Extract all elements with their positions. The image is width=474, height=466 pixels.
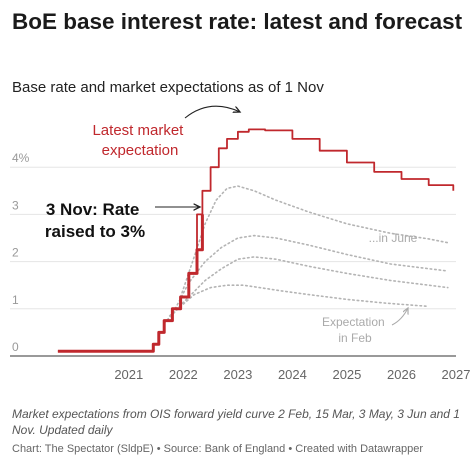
x-tick-label: 2021 <box>114 367 143 382</box>
x-tick-label: 2025 <box>332 367 361 382</box>
chart-notes: Market expectations from OIS forward yie… <box>12 407 460 437</box>
x-tick-label: 2024 <box>278 367 307 382</box>
series-line-1 <box>57 214 204 353</box>
annotation-rate-raise: 3 Nov: Rate raised to 3% <box>45 200 145 241</box>
chart-subtitle: Base rate and market expectations as of … <box>12 79 324 96</box>
series-line-2 <box>179 185 449 298</box>
x-tick-label: 2027 <box>442 367 471 382</box>
x-tick-label: 2026 <box>387 367 416 382</box>
annotation-feb: Expectation in Feb <box>322 315 388 345</box>
arrow-feb <box>391 308 408 326</box>
chart-credit: Chart: The Spectator (SldpE) • Source: B… <box>12 443 424 455</box>
chart-title: BoE base interest rate: latest and forec… <box>12 9 463 34</box>
series-line-5 <box>163 284 430 324</box>
x-tick-label: 2022 <box>169 367 198 382</box>
y-tick-label: 1 <box>12 293 19 307</box>
series-line-3 <box>174 234 449 310</box>
y-tick-label: 0 <box>12 340 19 354</box>
y-tick-label: 2 <box>12 246 19 260</box>
y-tick-label: 4% <box>12 151 30 165</box>
annotation-latest: Latest market expectation <box>92 122 187 159</box>
y-tick-label: 3 <box>12 198 19 212</box>
arrow-latest <box>184 105 240 119</box>
x-tick-label: 2023 <box>223 367 252 382</box>
series-line-4 <box>168 256 449 317</box>
annotation-june: ...in June <box>369 231 418 245</box>
